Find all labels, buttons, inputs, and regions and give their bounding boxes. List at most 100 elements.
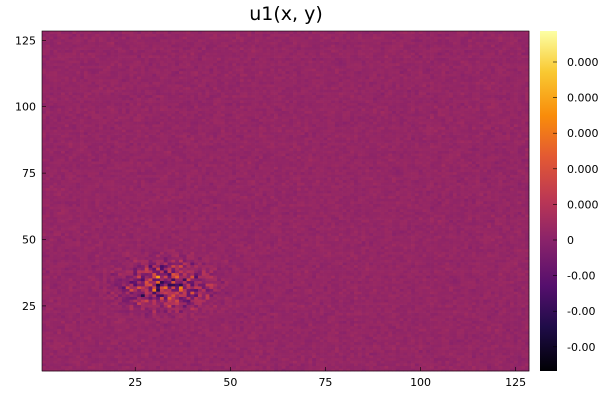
heatmap-cell	[91, 357, 96, 361]
heatmap-cell	[353, 293, 359, 297]
heatmap-cell	[312, 339, 317, 343]
heatmap-cell	[399, 333, 404, 337]
heatmap-cell	[80, 301, 85, 305]
heatmap-cell	[300, 312, 305, 316]
heatmap-cell	[64, 301, 69, 305]
heatmap-cell	[236, 291, 241, 295]
heatmap-cell	[403, 320, 408, 324]
heatmap-cell	[289, 352, 294, 356]
heatmap-cell	[418, 278, 423, 282]
heatmap-cell	[289, 341, 294, 345]
heatmap-cell	[308, 336, 313, 340]
heatmap-cell	[426, 344, 431, 348]
heatmap-cell	[289, 293, 294, 297]
heatmap-cell	[152, 307, 157, 311]
heatmap-cell	[277, 309, 283, 313]
heatmap-cell	[437, 368, 442, 372]
heatmap-cell	[380, 331, 385, 335]
heatmap-cell	[121, 357, 127, 361]
heatmap-cell	[384, 331, 389, 335]
heatmap-cell	[118, 347, 123, 351]
heatmap-cell	[175, 309, 180, 313]
heatmap-cell	[99, 357, 104, 361]
heatmap-cell	[148, 339, 153, 343]
heatmap-cell	[148, 315, 153, 319]
heatmap-cell	[312, 333, 317, 337]
heatmap-cell	[57, 336, 62, 340]
heatmap-cell	[346, 320, 351, 324]
heatmap-cell	[182, 315, 187, 319]
heatmap-cell	[441, 293, 446, 297]
heatmap-cell	[315, 309, 321, 313]
heatmap-cell	[274, 280, 279, 284]
heatmap-cell	[163, 347, 168, 351]
heatmap-cell	[517, 278, 522, 282]
heatmap-cell	[460, 347, 465, 351]
heatmap-cell	[392, 272, 397, 276]
heatmap-cell	[506, 301, 511, 305]
heatmap-cell	[42, 339, 47, 343]
heatmap-cell	[197, 307, 203, 311]
heatmap-cell	[388, 280, 393, 284]
heatmap-cell	[49, 360, 54, 364]
heatmap-cell	[498, 344, 503, 348]
heatmap-cell	[376, 317, 381, 321]
heatmap-cell	[239, 357, 244, 361]
heatmap-cell	[502, 328, 507, 332]
heatmap-cell	[403, 360, 408, 364]
heatmap-cell	[323, 272, 328, 276]
heatmap-cell	[517, 309, 522, 313]
heatmap-cell	[525, 360, 530, 364]
heatmap-cell	[137, 349, 142, 353]
heatmap-cell	[76, 341, 81, 345]
heatmap-cell	[209, 331, 214, 335]
heatmap-cell	[494, 309, 499, 313]
heatmap-cell	[399, 363, 404, 367]
heatmap-cell	[255, 312, 260, 316]
heatmap-cell	[266, 317, 271, 321]
heatmap-cell	[452, 360, 458, 364]
heatmap-cell	[479, 299, 484, 303]
heatmap-cell	[49, 352, 54, 356]
heatmap-cell	[426, 293, 431, 297]
heatmap-cell	[217, 328, 222, 332]
heatmap-cell	[357, 333, 362, 337]
heatmap-cell	[243, 299, 248, 303]
heatmap-cell	[342, 352, 347, 356]
heatmap-cell	[319, 309, 324, 313]
heatmap-cell	[61, 328, 66, 332]
heatmap-cell	[471, 280, 477, 284]
heatmap-cell	[430, 360, 435, 364]
heatmap-cell	[479, 352, 484, 356]
heatmap-cell	[68, 317, 73, 321]
heatmap-cell	[392, 315, 397, 319]
heatmap-cell	[186, 352, 191, 356]
heatmap-cell	[159, 280, 165, 284]
heatmap-cell	[209, 315, 214, 319]
heatmap-cell	[319, 304, 324, 308]
heatmap-cell	[323, 320, 328, 324]
heatmap-cell	[433, 286, 439, 290]
heatmap-cell	[430, 336, 435, 340]
heatmap-cell	[140, 349, 146, 353]
heatmap-cell	[72, 341, 77, 345]
heatmap-cell	[346, 307, 351, 311]
heatmap-cell	[205, 349, 210, 353]
heatmap-cell	[521, 344, 526, 348]
heatmap-cell	[186, 363, 191, 367]
heatmap-cell	[197, 333, 203, 337]
heatmap-cell	[121, 341, 127, 345]
heatmap-cell	[87, 357, 92, 361]
heatmap-cell	[239, 315, 244, 319]
heatmap-cell	[334, 357, 340, 361]
heatmap-cell	[449, 360, 454, 364]
heatmap-cell	[144, 347, 149, 351]
heatmap-cell	[194, 368, 199, 372]
heatmap-cell	[159, 363, 165, 367]
heatmap-cell	[171, 357, 176, 361]
heatmap-cell	[445, 283, 450, 287]
heatmap-cell	[490, 283, 496, 287]
heatmap-cell	[91, 301, 96, 305]
heatmap-cell	[361, 309, 366, 313]
heatmap-cell	[99, 355, 104, 359]
